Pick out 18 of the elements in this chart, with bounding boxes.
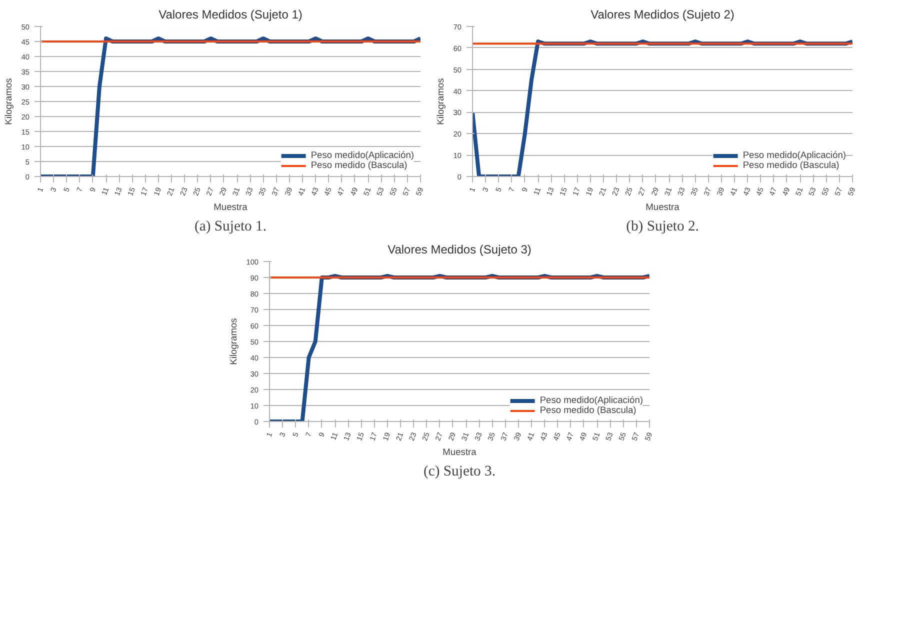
text: (b) Sujeto 2. [626,218,699,234]
legend-label: Peso medido (Bascula) [742,160,840,170]
chart-title: Valores Medidos (Sujeto 2) [590,8,734,22]
legend-label: Peso medido(Aplicación) [310,150,414,160]
legend-label: Peso medido(Aplicación) [540,395,643,405]
text: (c) Sujeto 3. [423,464,496,480]
legend-label: Peso medido (Bascula) [540,405,636,415]
chart-title: Valores Medidos (Sujeto 1) [158,8,302,22]
chart-title: Valores Medidos (Sujeto 3) [388,242,532,256]
text: (a) Sujeto 1. [194,218,267,234]
y-axis-title: Kilogramos [3,78,14,125]
legend-label: Peso medido(Aplicación) [742,150,846,160]
y-axis-title: Kilogramos [228,318,238,365]
x-axis-title: Muestra [442,447,478,458]
legend-label: Peso medido (Bascula) [310,160,408,170]
y-axis-title: Kilogramos [435,78,446,125]
x-axis-title: Muestra [214,202,248,212]
x-axis-title: Muestra [646,202,680,212]
